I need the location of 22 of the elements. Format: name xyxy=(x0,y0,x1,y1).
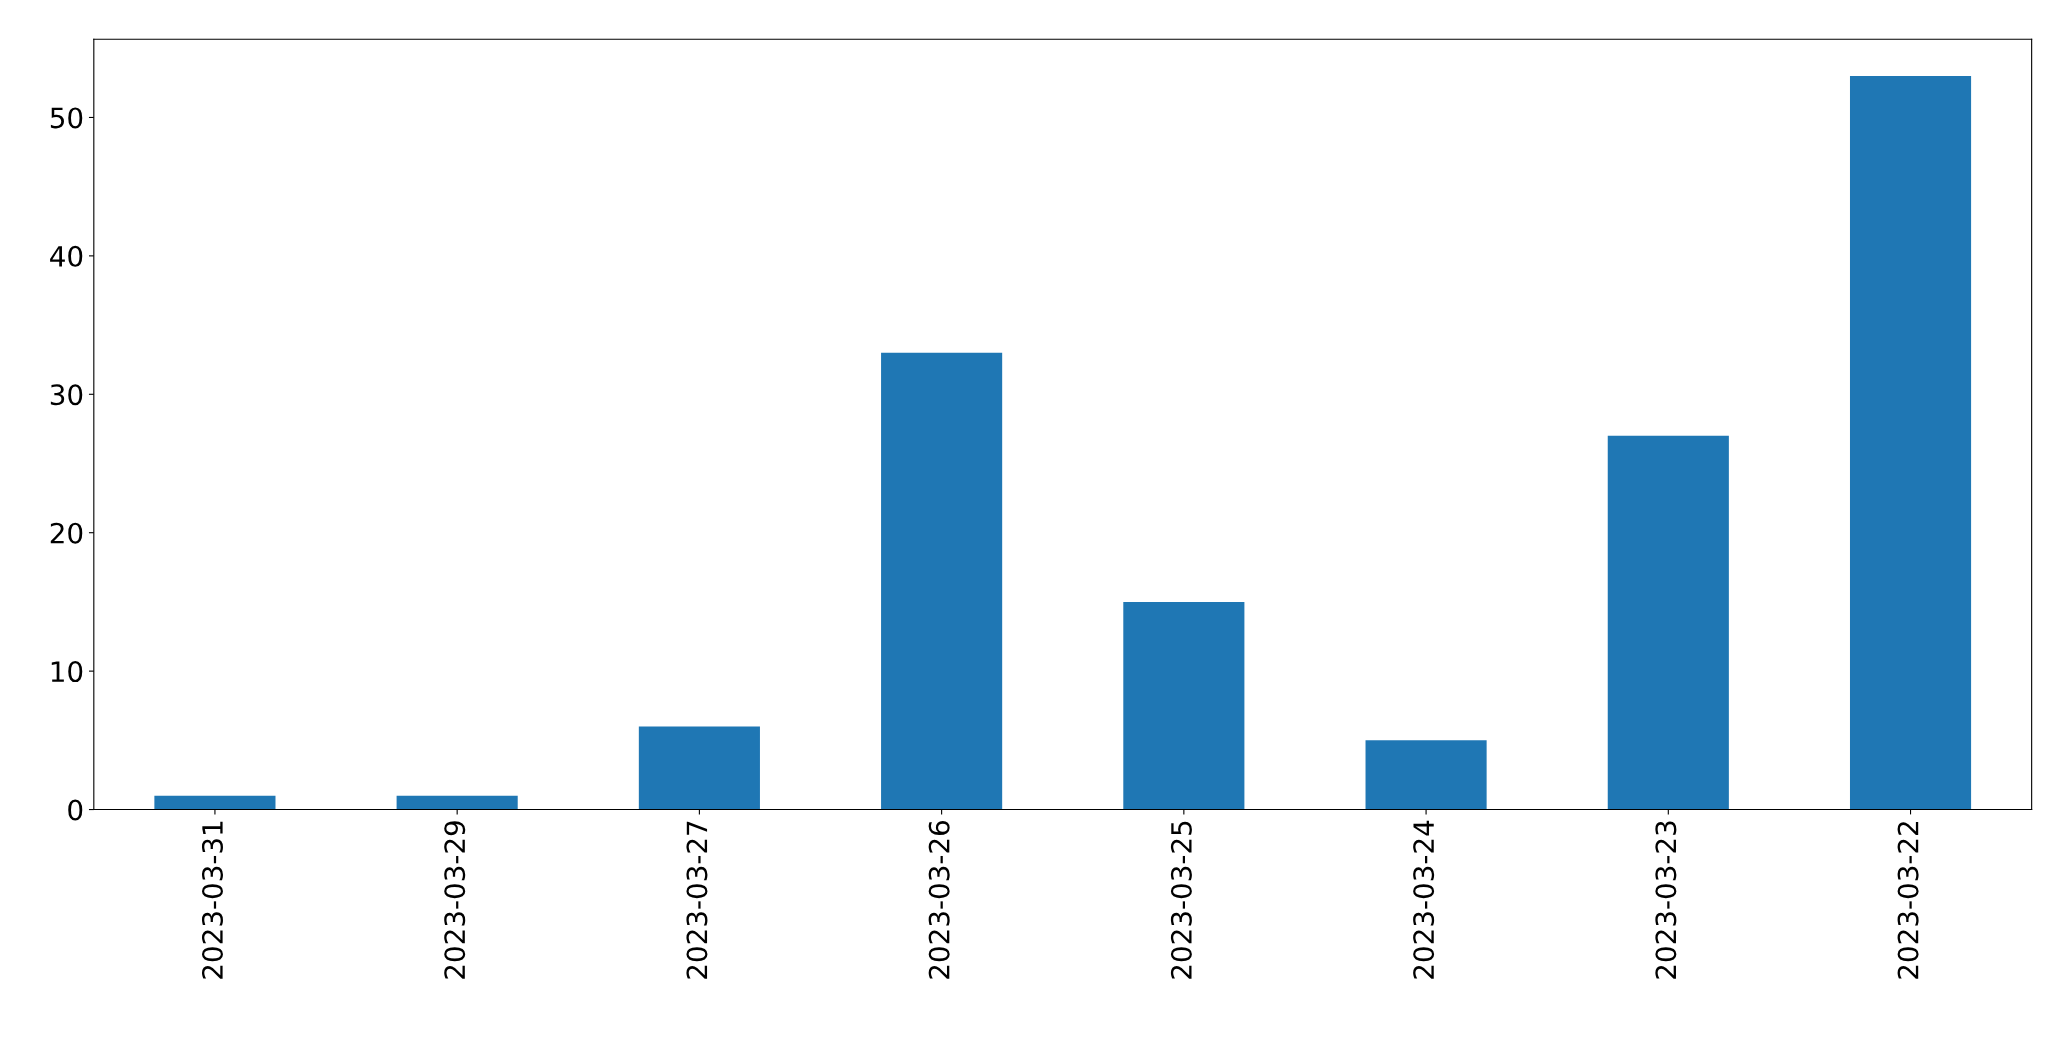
bar xyxy=(154,795,276,810)
bar xyxy=(881,352,1003,810)
y-tick-label: 0 xyxy=(68,799,83,821)
x-tick-label: 2023-03-29 xyxy=(444,821,466,979)
y-tick-label: 50 xyxy=(50,107,83,129)
x-tick-label: 2023-03-22 xyxy=(1897,822,1919,979)
x-tick-label: 2023-03-23 xyxy=(1655,821,1677,979)
x-tick-label: 2023-03-24 xyxy=(1413,820,1435,979)
bar xyxy=(638,726,760,810)
x-tick-label: 2023-03-25 xyxy=(1170,821,1192,979)
x-tick-label: 2023-03-26 xyxy=(928,821,950,979)
bar xyxy=(1607,435,1729,810)
x-tick-label: 2023-03-31 xyxy=(201,821,223,979)
y-tick-label: 10 xyxy=(51,661,83,683)
bar xyxy=(1849,75,1972,810)
y-tick-label: 40 xyxy=(50,245,83,267)
x-tick-label: 2023-03-27 xyxy=(686,821,708,979)
bar xyxy=(396,795,518,810)
bar xyxy=(1123,601,1245,810)
y-tick-label: 20 xyxy=(50,522,83,544)
bar xyxy=(1365,740,1487,810)
y-tick-label: 30 xyxy=(50,384,83,406)
